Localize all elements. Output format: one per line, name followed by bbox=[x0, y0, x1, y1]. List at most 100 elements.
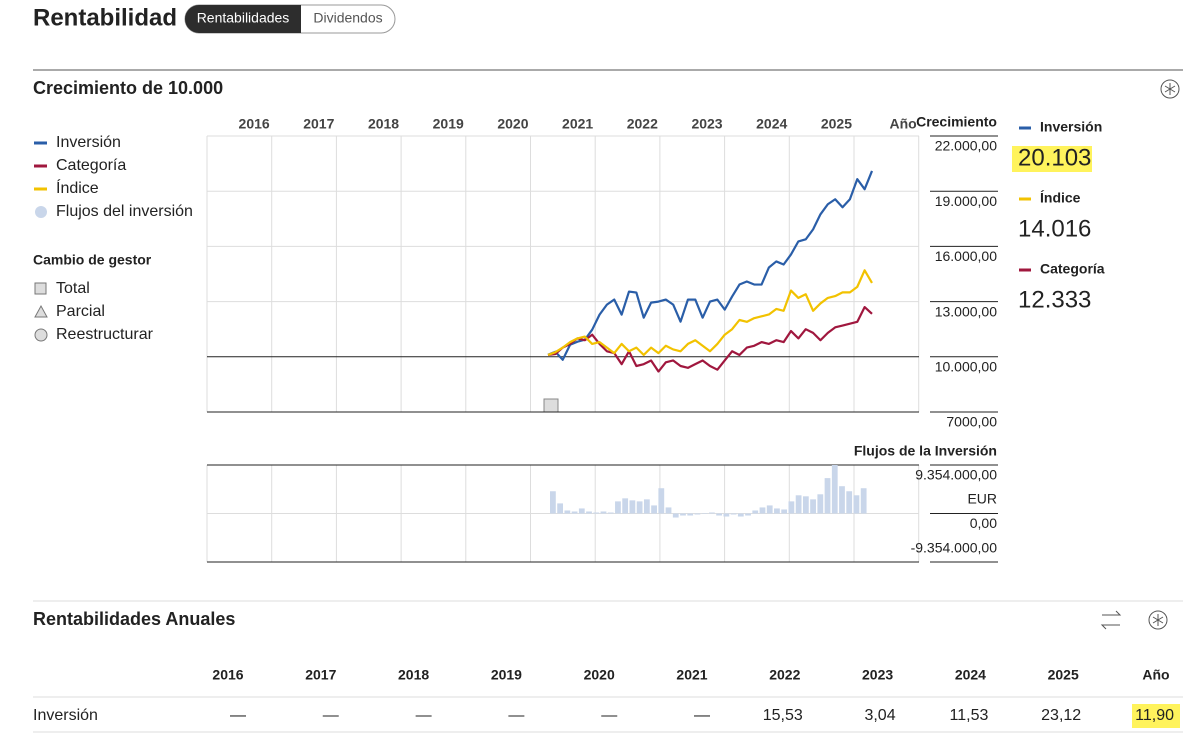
table-header: 2019 bbox=[491, 667, 522, 683]
legend-label: Inversión bbox=[56, 134, 121, 151]
settings-icon[interactable] bbox=[1160, 79, 1180, 99]
flow-bar bbox=[578, 508, 585, 514]
table-header: 2023 bbox=[862, 667, 893, 683]
manager-change bbox=[543, 398, 559, 413]
manager-title: Cambio de gestor bbox=[33, 252, 152, 268]
page-title: Rentabilidad bbox=[33, 4, 177, 31]
column-label: 2020 bbox=[497, 116, 528, 132]
flow-bar bbox=[622, 498, 629, 514]
flow-bar bbox=[737, 513, 744, 517]
column-label: 2021 bbox=[562, 116, 593, 132]
legend-label: Reestructurar bbox=[56, 326, 154, 343]
table-header: 2018 bbox=[398, 667, 429, 683]
flow-bar bbox=[615, 501, 621, 514]
flow-bar bbox=[593, 512, 600, 514]
y-tick-label: 0,00 bbox=[970, 515, 997, 531]
table-cell: 11,90 bbox=[1135, 707, 1174, 724]
column-label: 2024 bbox=[756, 116, 787, 132]
flow-bar bbox=[665, 507, 672, 514]
table-cell: — bbox=[323, 707, 339, 724]
column-label: 2023 bbox=[691, 116, 722, 132]
tab-active[interactable] bbox=[185, 5, 301, 33]
highlight bbox=[1012, 146, 1092, 172]
swap-icon[interactable] bbox=[1100, 610, 1122, 630]
table-header: 2021 bbox=[676, 667, 707, 683]
axis-title: Crecimiento bbox=[916, 114, 997, 130]
flow-bar bbox=[716, 513, 723, 516]
flow-bar bbox=[607, 512, 614, 514]
flow-bar bbox=[788, 501, 795, 514]
flow-bar bbox=[600, 511, 607, 514]
flow-bar bbox=[564, 510, 571, 514]
summary-name: Categoría bbox=[1040, 261, 1105, 277]
summary-value: 14.016 bbox=[1018, 215, 1091, 242]
table-cell: 3,04 bbox=[864, 707, 895, 724]
highlight bbox=[1132, 704, 1180, 728]
flow-bar bbox=[860, 488, 867, 514]
legend-label: Parcial bbox=[56, 303, 105, 320]
series-line bbox=[547, 170, 874, 361]
table-header: 2016 bbox=[212, 667, 243, 683]
legend-icon bbox=[35, 206, 47, 218]
flow-bar bbox=[701, 513, 708, 514]
section-title: Rentabilidades Anuales bbox=[33, 609, 235, 629]
flow-bar bbox=[745, 513, 751, 516]
column-label: 2022 bbox=[627, 116, 658, 132]
flow-bar bbox=[831, 465, 838, 514]
flow-bar bbox=[694, 513, 701, 515]
settings-icon[interactable] bbox=[1148, 610, 1168, 630]
tab[interactable]: Dividendos bbox=[313, 10, 382, 26]
flow-bar bbox=[723, 513, 730, 517]
y-tick-label: 19.000,00 bbox=[935, 193, 997, 209]
flow-bar bbox=[781, 509, 788, 514]
summary-value: 20.103 bbox=[1018, 144, 1091, 171]
flow-bar bbox=[672, 513, 679, 518]
y-tick-label: 7000,00 bbox=[946, 414, 997, 430]
axis-title: Flujos de la Inversión bbox=[854, 443, 997, 459]
y-tick-label: 9.354.000,00 bbox=[915, 467, 997, 483]
axis-unit: EUR bbox=[967, 491, 997, 507]
table-cell: 11,53 bbox=[950, 707, 989, 724]
flow-bar bbox=[709, 512, 715, 514]
y-tick-label: 13.000,00 bbox=[935, 303, 997, 319]
flow-bar bbox=[846, 491, 853, 514]
table-cell: — bbox=[508, 707, 524, 724]
column-label: 2016 bbox=[239, 116, 270, 132]
tab[interactable]: Rentabilidades bbox=[197, 10, 290, 26]
series-line bbox=[547, 269, 873, 357]
row-label: Inversión bbox=[33, 707, 98, 724]
flow-bar bbox=[759, 507, 766, 514]
column-label: Año bbox=[889, 116, 916, 132]
flow-bar bbox=[774, 508, 780, 514]
table-header: Año bbox=[1142, 667, 1169, 683]
legend-icon bbox=[34, 328, 48, 342]
flow-bar bbox=[752, 510, 759, 514]
table-cell: — bbox=[601, 707, 617, 724]
table-header: 2024 bbox=[955, 667, 986, 683]
flow-bar bbox=[839, 486, 845, 514]
column-label: 2025 bbox=[821, 116, 852, 132]
table-cell: — bbox=[230, 707, 246, 724]
flow-bar bbox=[629, 500, 636, 514]
table-cell: 23,12 bbox=[1041, 707, 1081, 724]
flow-bar bbox=[795, 495, 802, 514]
flow-bar bbox=[817, 494, 824, 514]
legend-label: Total bbox=[56, 280, 90, 297]
flow-bar bbox=[802, 496, 809, 514]
summary-name: Índice bbox=[1040, 190, 1081, 206]
legend-label: Índice bbox=[56, 178, 99, 197]
column-label: 2019 bbox=[433, 116, 464, 132]
legend-label: Flujos del inversión bbox=[56, 203, 193, 220]
table-header: 2020 bbox=[584, 667, 615, 683]
series-line bbox=[547, 306, 873, 373]
y-tick-label: 10.000,00 bbox=[935, 359, 997, 375]
flow-bar bbox=[680, 513, 686, 516]
legend-label: Categoría bbox=[56, 157, 126, 174]
flow-bar bbox=[636, 501, 643, 514]
section-title: Crecimiento de 10.000 bbox=[33, 78, 223, 98]
flow-bar bbox=[651, 505, 657, 514]
flow-bar bbox=[810, 499, 816, 514]
table-header: 2022 bbox=[769, 667, 800, 683]
flow-bar bbox=[658, 488, 665, 514]
